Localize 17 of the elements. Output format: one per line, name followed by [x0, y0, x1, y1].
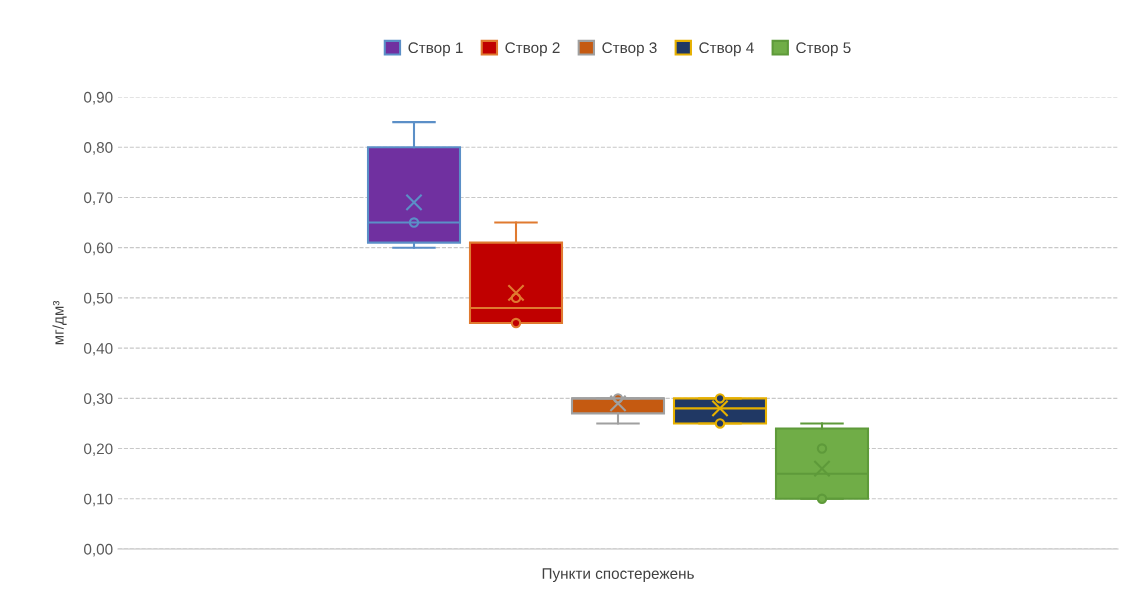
y-tick-label: 0,10: [84, 493, 113, 507]
x-axis-title: Пункти спостережень: [542, 568, 694, 582]
y-tick-label: 0,50: [84, 292, 113, 306]
y-axis-title: мг/дм³: [52, 300, 67, 345]
y-tick-label: 0,00: [84, 543, 113, 557]
legend-label: Створ 3: [602, 42, 657, 57]
legend-label: Створ 1: [408, 42, 463, 57]
y-tick-label: 0,70: [84, 192, 113, 205]
y-tick-label: 0,80: [84, 142, 113, 155]
y-tick-label: 0,30: [84, 393, 113, 406]
legend-label: Створ 4: [699, 42, 754, 57]
legend-label: Створ 2: [505, 42, 560, 57]
y-tick-label: 0,20: [84, 443, 113, 457]
y-tick-label: 0,40: [84, 342, 113, 356]
y-tick-label: 0,60: [84, 242, 113, 256]
y-tick-label: 0,90: [84, 91, 113, 105]
legend-label: Створ 5: [796, 42, 851, 57]
